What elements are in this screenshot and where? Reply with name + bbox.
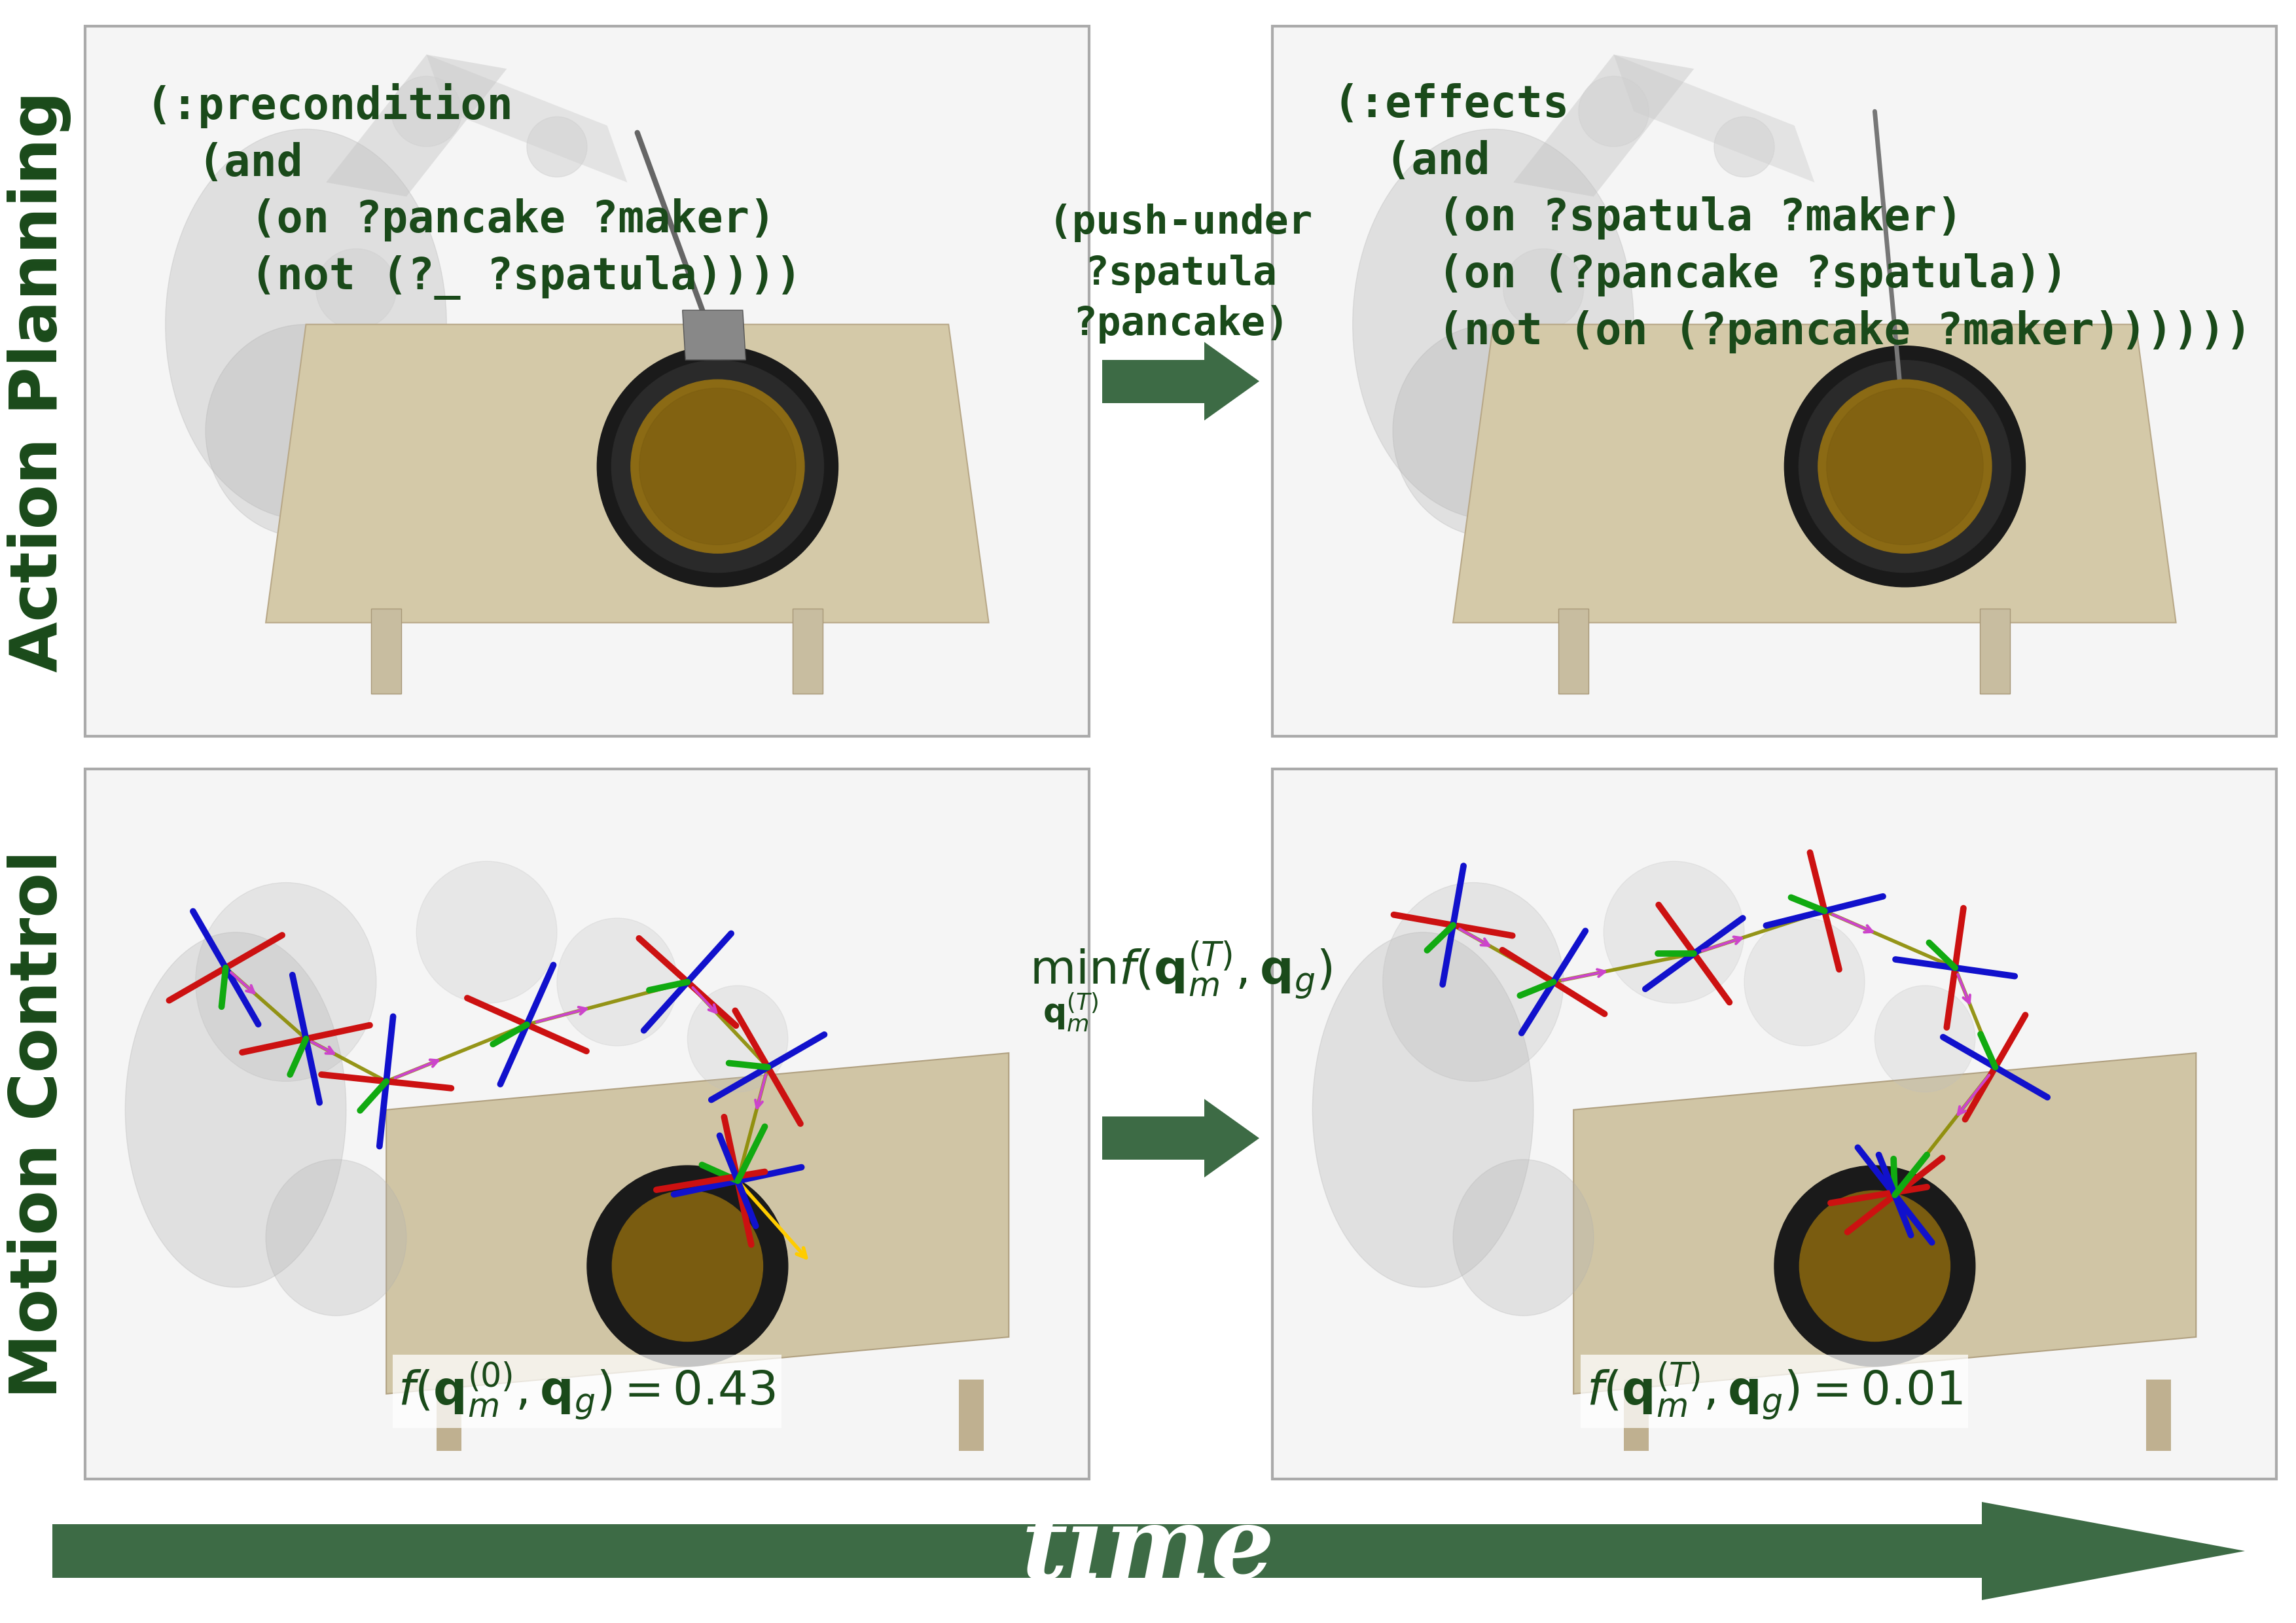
Ellipse shape (1313, 932, 1534, 1287)
Polygon shape (1205, 1099, 1258, 1177)
Text: time: time (1022, 1503, 1274, 1600)
Text: Motion Control: Motion Control (7, 850, 71, 1399)
Circle shape (390, 76, 461, 146)
Ellipse shape (1394, 325, 1593, 537)
Bar (372, 609, 402, 693)
Bar (1102, 1117, 1205, 1160)
Circle shape (1513, 326, 1593, 407)
Text: (:effects
  (and
    (on ?spatula ?maker)
    (on (?pancake ?spatula))
    (not : (:effects (and (on ?spatula ?maker) (on … (1332, 83, 2252, 354)
Circle shape (1580, 76, 1649, 146)
Ellipse shape (195, 883, 377, 1081)
Circle shape (588, 1165, 788, 1367)
Ellipse shape (207, 325, 406, 537)
Bar (85, 769, 1088, 1479)
Circle shape (1784, 346, 2025, 588)
Circle shape (597, 346, 838, 588)
Circle shape (611, 360, 824, 573)
Bar (436, 1380, 461, 1451)
Polygon shape (682, 310, 746, 360)
Bar (1979, 609, 2011, 693)
Polygon shape (427, 55, 627, 182)
Circle shape (1818, 380, 1991, 553)
Circle shape (317, 248, 397, 329)
Circle shape (1800, 1191, 1949, 1341)
Bar (85, 26, 1088, 737)
Ellipse shape (687, 985, 788, 1092)
Polygon shape (1981, 1501, 2245, 1600)
Bar (1623, 1380, 1649, 1451)
Polygon shape (1453, 325, 2177, 623)
Bar (2147, 1380, 2172, 1451)
Ellipse shape (126, 932, 347, 1287)
Ellipse shape (1603, 862, 1745, 1003)
Bar (53, 1524, 1981, 1578)
Bar (1272, 26, 2275, 737)
Ellipse shape (558, 919, 677, 1045)
Polygon shape (1573, 1053, 2195, 1394)
Ellipse shape (266, 1159, 406, 1316)
Circle shape (526, 117, 588, 177)
Text: $f(\mathbf{q}_m^{(0)}, \mathbf{q}_g) = 0.43$: $f(\mathbf{q}_m^{(0)}, \mathbf{q}_g) = 0… (397, 1360, 776, 1422)
Ellipse shape (1382, 883, 1564, 1081)
Polygon shape (266, 325, 990, 623)
Circle shape (638, 388, 797, 545)
Bar (792, 609, 822, 693)
Circle shape (1715, 117, 1775, 177)
Circle shape (631, 380, 804, 553)
Ellipse shape (416, 862, 558, 1003)
Bar (957, 1380, 983, 1451)
Polygon shape (386, 1053, 1008, 1394)
Ellipse shape (1453, 1159, 1593, 1316)
Bar (1102, 360, 1205, 403)
Circle shape (1504, 248, 1584, 329)
Text: $f(\mathbf{q}_m^{(T)}, \mathbf{q}_g) = 0.01$: $f(\mathbf{q}_m^{(T)}, \mathbf{q}_g) = 0… (1587, 1360, 1963, 1422)
Circle shape (326, 326, 406, 407)
Text: Action Planning: Action Planning (7, 91, 71, 672)
Polygon shape (326, 55, 507, 196)
Circle shape (613, 1191, 762, 1341)
Bar (1272, 769, 2275, 1479)
Ellipse shape (1876, 985, 1975, 1092)
Text: (push-under
?spatula
?pancake): (push-under ?spatula ?pancake) (1049, 204, 1313, 344)
Ellipse shape (165, 130, 445, 519)
Text: (:precondition
  (and
    (on ?pancake ?maker)
    (not (?_ ?spatula)))): (:precondition (and (on ?pancake ?maker)… (145, 83, 801, 300)
Polygon shape (1205, 342, 1258, 420)
Text: $\min_{\mathbf{q}_m^{(T)}} f(\mathbf{q}_m^{(T)}, \mathbf{q}_g)$: $\min_{\mathbf{q}_m^{(T)}} f(\mathbf{q}_… (1029, 940, 1332, 1034)
Ellipse shape (1745, 919, 1864, 1045)
Ellipse shape (1352, 130, 1635, 519)
Circle shape (1775, 1165, 1975, 1367)
Circle shape (1798, 360, 2011, 573)
Polygon shape (1513, 55, 1694, 196)
Bar (1559, 609, 1589, 693)
Polygon shape (1614, 55, 1814, 182)
Circle shape (1828, 388, 1984, 545)
